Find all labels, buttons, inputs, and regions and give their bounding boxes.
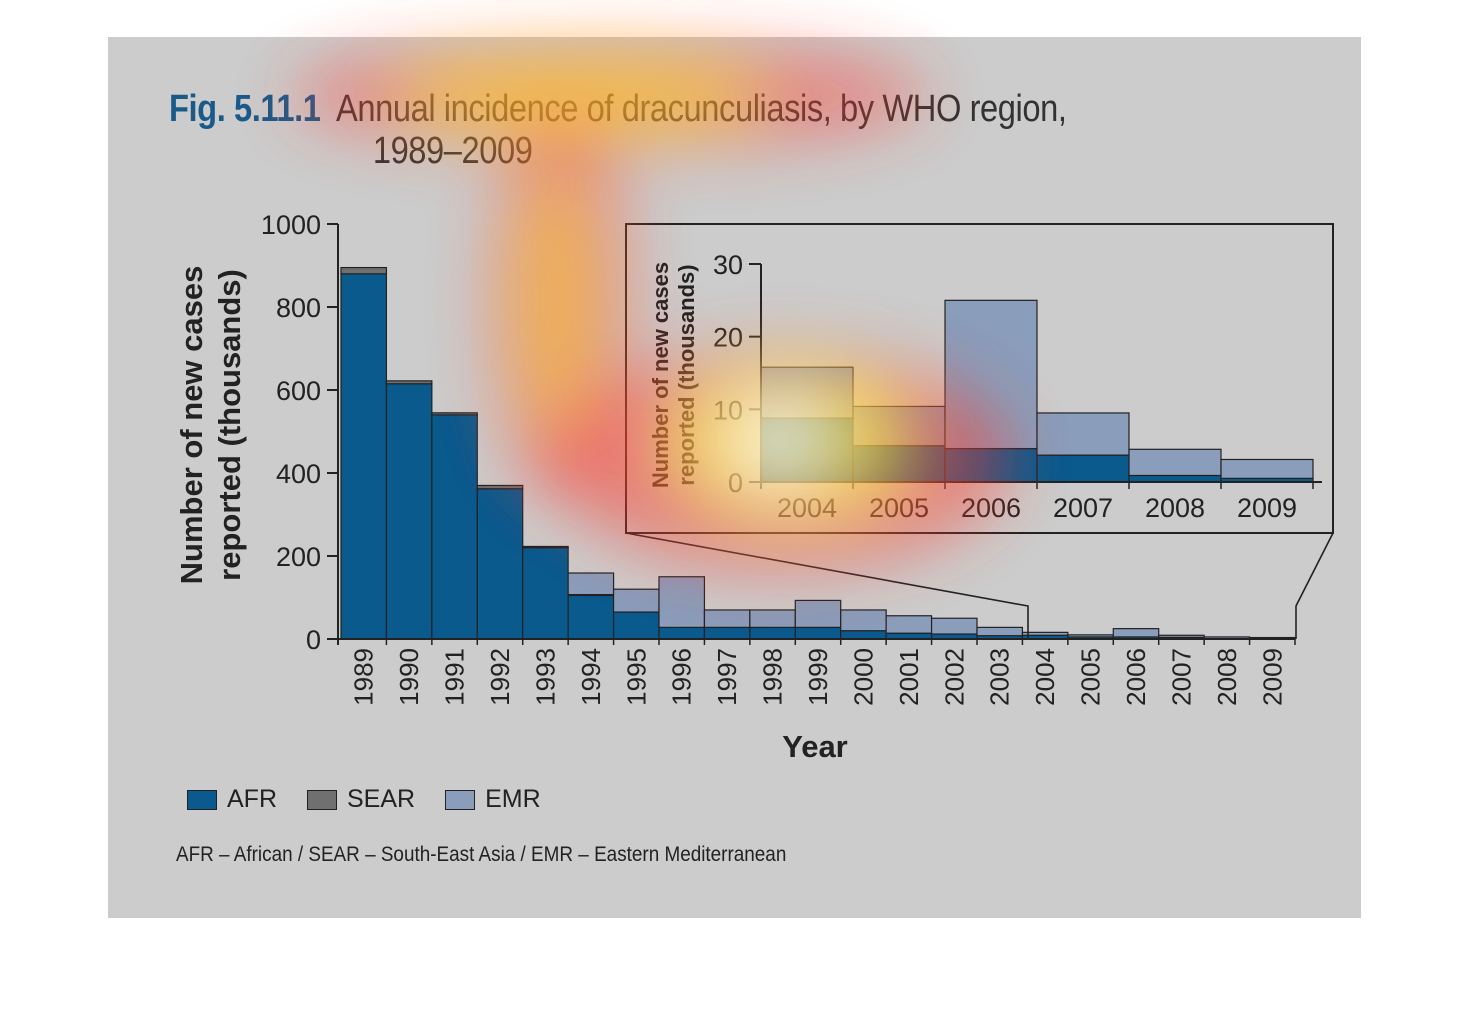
y-tick-label-0: 0 — [306, 625, 321, 655]
x-tick-label-2008: 2008 — [1212, 648, 1242, 706]
bar-afr-1999 — [794, 626, 842, 640]
x-tick-label-1998: 1998 — [758, 648, 788, 706]
bar-emr-1995 — [612, 588, 660, 613]
y-axis-title-line2: reported (thousands) — [212, 269, 247, 581]
bar-emr-2002 — [930, 617, 978, 635]
x-axis-title: Year — [782, 729, 848, 764]
bar-emr-2005 — [1067, 634, 1114, 638]
x-tick-label-2003: 2003 — [985, 648, 1015, 706]
inset-bar-emr-2008 — [1128, 448, 1222, 477]
inset-x-tick-label-2006: 2006 — [961, 493, 1021, 523]
x-tick-label-1999: 1999 — [803, 648, 833, 706]
inset-bar-emr-2005 — [852, 405, 946, 447]
bar-afr-1992 — [476, 488, 524, 640]
x-tick-label-1989: 1989 — [349, 648, 379, 706]
y-tick-label-800: 800 — [276, 293, 321, 323]
bar-afr-1991 — [431, 414, 478, 640]
inset-y-tick-label-30: 30 — [713, 250, 743, 280]
x-tick-label-1991: 1991 — [440, 648, 470, 706]
x-tick-label-1994: 1994 — [576, 648, 606, 706]
legend-swatch-emr — [445, 789, 476, 810]
bar-afr-1989 — [340, 273, 388, 640]
bar-afr-1998 — [749, 626, 796, 640]
bar-emr-1997 — [703, 609, 751, 628]
legend-item-emr: EMR — [445, 785, 541, 814]
x-tick-label-2007: 2007 — [1166, 648, 1196, 706]
x-tick-label-2005: 2005 — [1076, 648, 1106, 706]
inset-x-tick-label-2009: 2009 — [1237, 493, 1297, 523]
legend-label-emr: EMR — [485, 785, 541, 813]
bar-emr-2004 — [1021, 631, 1069, 636]
inset-y-axis-title-line2: reported (thousands) — [674, 264, 699, 485]
y-tick-label-600: 600 — [276, 376, 321, 406]
inset-y-tick-label-0: 0 — [728, 468, 743, 498]
inset-bar-afr-2005 — [852, 445, 946, 483]
bar-afr-1997 — [703, 626, 751, 640]
bar-afr-1995 — [612, 611, 660, 640]
x-tick-label-2000: 2000 — [848, 648, 878, 706]
inset-bar-emr-2006 — [944, 299, 1038, 450]
y-tick-label-400: 400 — [276, 459, 321, 489]
inset-bar-emr-2007 — [1036, 412, 1130, 456]
inset-x-tick-label-2008: 2008 — [1145, 493, 1205, 523]
inset-bar-afr-2007 — [1036, 454, 1130, 483]
bar-emr-1996 — [658, 576, 706, 628]
inset-x-tick-label-2005: 2005 — [869, 493, 929, 523]
legend-swatch-sear — [307, 789, 337, 810]
bar-emr-1998 — [749, 609, 796, 628]
legend-swatch-afr — [187, 789, 217, 810]
x-tick-label-1995: 1995 — [621, 648, 651, 706]
legend-label-sear: SEAR — [347, 785, 416, 813]
inset-x-tick-label-2004: 2004 — [777, 493, 837, 523]
bar-sear-1993 — [522, 545, 569, 549]
inset-y-tick-label-10: 10 — [713, 395, 743, 425]
bar-emr-2003 — [976, 626, 1024, 637]
inset-x-tick-label-2007: 2007 — [1053, 493, 1113, 523]
x-tick-label-2009: 2009 — [1257, 648, 1287, 706]
inset-y-tick-label-20: 20 — [713, 323, 743, 353]
y-tick-label-200: 200 — [276, 542, 321, 572]
bar-afr-1994 — [567, 594, 615, 640]
bar-afr-2000 — [840, 630, 887, 640]
x-tick-label-2001: 2001 — [894, 648, 924, 706]
inset-bar-emr-2009 — [1220, 458, 1314, 479]
bar-emr-1994 — [567, 572, 615, 596]
x-tick-label-1996: 1996 — [667, 648, 697, 706]
bar-emr-2001 — [885, 615, 933, 634]
bar-emr-2000 — [840, 609, 887, 632]
bar-afr-1993 — [522, 547, 569, 640]
inset-y-axis-title-line1: Number of new cases — [648, 262, 673, 488]
inset-bar-emr-2004 — [760, 366, 854, 419]
bar-sear-1992 — [476, 484, 524, 490]
x-tick-label-1997: 1997 — [712, 648, 742, 706]
bar-sear-1990 — [385, 380, 433, 385]
y-axis-title-line1: Number of new cases — [174, 266, 209, 585]
x-tick-label-2004: 2004 — [1030, 648, 1060, 706]
legend-label-afr: AFR — [227, 785, 277, 813]
bar-afr-1990 — [385, 383, 433, 640]
bar-sear-1989 — [340, 266, 388, 275]
legend: AFR SEAR EMR — [187, 785, 541, 814]
footnote: AFR – African / SEAR – South-East Asia /… — [176, 843, 787, 866]
bar-afr-1996 — [658, 626, 706, 640]
bar-sear-1991 — [431, 412, 478, 416]
bar-emr-1999 — [794, 599, 842, 628]
x-tick-label-1992: 1992 — [485, 648, 515, 706]
x-tick-label-2006: 2006 — [1121, 648, 1151, 706]
bar-emr-2006 — [1112, 628, 1160, 638]
y-tick-label-1000: 1000 — [261, 210, 321, 240]
inset-bar-afr-2004 — [760, 417, 854, 483]
bar-emr-2007 — [1158, 634, 1205, 638]
legend-item-sear: SEAR — [307, 785, 415, 814]
x-tick-label-2002: 2002 — [939, 648, 969, 706]
inset-connector-right — [1295, 532, 1334, 639]
x-tick-label-1993: 1993 — [530, 648, 560, 706]
inset-bar-afr-2006 — [944, 447, 1038, 483]
legend-item-afr: AFR — [187, 785, 277, 814]
x-tick-label-1990: 1990 — [394, 648, 424, 706]
